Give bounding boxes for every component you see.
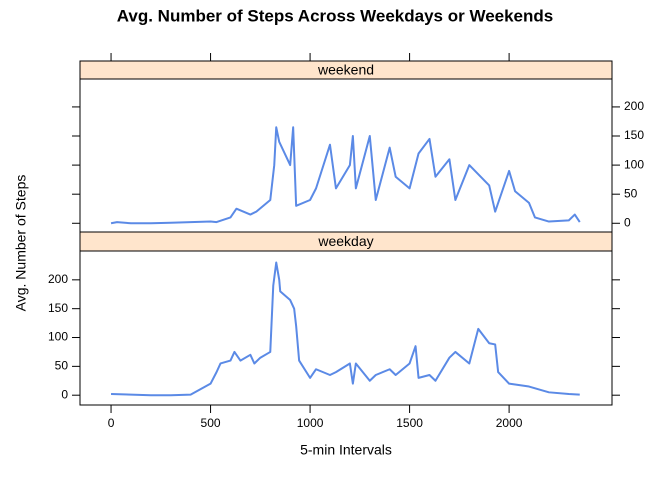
y-tick-label: 0 xyxy=(61,387,68,401)
y-axis-label: Avg. Number of Steps xyxy=(13,175,29,312)
x-tick-label: 2000 xyxy=(496,416,523,430)
y-tick-label: 0 xyxy=(624,215,631,229)
x-tick-label: 500 xyxy=(201,416,221,430)
data-line xyxy=(111,261,580,397)
y-tick-label: 150 xyxy=(624,128,644,142)
data-line xyxy=(110,126,581,225)
y-tick-label: 100 xyxy=(624,157,644,171)
x-tick-label: 1000 xyxy=(297,416,324,430)
panel-frame xyxy=(79,250,613,406)
x-axis-label: 5-min Intervals xyxy=(300,442,392,458)
y-tick-label: 100 xyxy=(48,330,68,344)
y-tick-label: 50 xyxy=(55,359,69,373)
y-tick-label: 150 xyxy=(48,301,68,315)
y-tick-label: 200 xyxy=(624,99,644,113)
y-tick-label: 200 xyxy=(48,272,68,286)
y-tick-label: 50 xyxy=(624,186,638,200)
x-tick-label: 1500 xyxy=(396,416,423,430)
strip-label: weekend xyxy=(317,62,374,78)
chart-title: Avg. Number of Steps Across Weekdays or … xyxy=(117,6,553,25)
strip-label: weekday xyxy=(317,233,373,249)
x-tick-label: 0 xyxy=(108,416,115,430)
